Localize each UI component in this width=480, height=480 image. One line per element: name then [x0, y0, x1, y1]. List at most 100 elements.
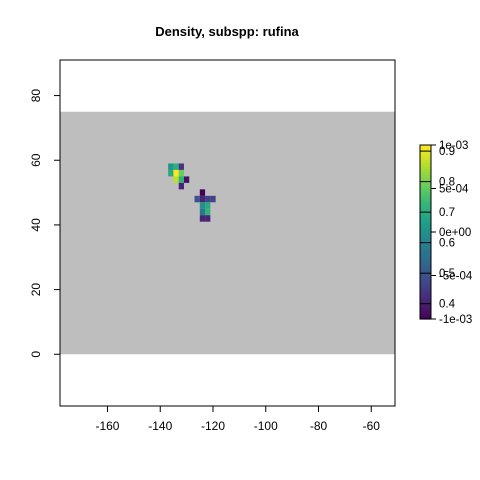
heatmap-cell — [173, 176, 179, 183]
x-tick-label: -160 — [95, 419, 119, 433]
colorbar-label: 0.5 — [439, 268, 455, 280]
colorbar-label: -5e-04 — [439, 271, 473, 283]
colorbar-segment — [420, 214, 431, 219]
colorbar-label: 0.4 — [439, 299, 456, 311]
colorbar-segment — [420, 295, 431, 300]
x-tick-label: -80 — [310, 419, 328, 433]
colorbar-segment — [420, 208, 431, 213]
colorbar-segment — [420, 278, 431, 282]
x-axis: -160 -140 -120 -100 -80 -60 — [95, 405, 381, 433]
heatmap-cell — [199, 189, 206, 196]
colorbar-segment — [420, 237, 431, 242]
colorbar-segment — [420, 171, 431, 175]
heatmap-cell — [205, 215, 211, 222]
y-tick-label: 20 — [29, 283, 43, 297]
colorbar-segment — [420, 307, 431, 311]
colorbar-segment — [420, 197, 431, 201]
colorbar-label: 0.7 — [439, 207, 455, 219]
colorbar-segment — [420, 165, 431, 169]
colorbar-segment — [420, 205, 431, 210]
x-tick-label: -120 — [201, 419, 225, 433]
heatmap-cell — [205, 195, 211, 203]
colorbar-segment — [420, 162, 431, 166]
colorbar-label: 0.8 — [439, 177, 455, 189]
colorbar-segment — [420, 185, 431, 190]
y-tick-label: 80 — [29, 89, 43, 103]
colorbar-segment — [420, 147, 431, 152]
colorbar-segment — [420, 275, 431, 279]
colorbar-segment — [420, 304, 431, 308]
colorbar-segment — [420, 272, 431, 277]
colorbar-segment — [420, 217, 431, 221]
colorbar-segment — [420, 287, 431, 291]
colorbar-segment — [420, 298, 431, 303]
gray-land-region — [60, 111, 395, 355]
heatmap-cell — [199, 215, 206, 222]
colorbar-segment — [420, 255, 431, 259]
heatmap-cell — [205, 208, 211, 216]
colorbar-segment — [420, 191, 431, 195]
x-tick-label: -140 — [148, 419, 172, 433]
x-tick-label: -100 — [254, 419, 278, 433]
heatmap-cell — [178, 182, 184, 190]
heatmap-cell — [210, 195, 216, 203]
heatmap-cell — [183, 176, 190, 183]
chart-title: Density, subspp: rufina — [155, 24, 299, 39]
colorbar-segment — [420, 232, 431, 236]
colorbar-segment — [420, 182, 431, 187]
colorbar-segment — [420, 176, 431, 181]
colorbar-segment — [420, 150, 431, 155]
colorbar-segment — [420, 220, 431, 224]
colorbar-segment — [420, 226, 431, 230]
colorbar-segment — [420, 246, 431, 250]
colorbar-segment — [420, 174, 431, 178]
colorbar-label: 0.9 — [439, 146, 455, 158]
heatmap-cell — [205, 202, 211, 209]
heatmap-cell — [199, 202, 206, 209]
colorbar-segment — [420, 258, 431, 262]
colorbar-segment — [420, 229, 431, 233]
colorbar-segment — [420, 249, 431, 253]
colorbar-legend: 1e-03 5e-04 0e+00 -5e-04 -1e-03 0.9 0.8 0.7 0.6 0… — [419, 140, 473, 326]
colorbar-segment — [420, 223, 431, 227]
colorbar-segment — [420, 203, 431, 207]
colorbar-segment — [420, 200, 431, 204]
y-tick-label: 60 — [29, 153, 43, 167]
colorbar-segment — [420, 168, 431, 172]
y-axis: 0 20 40 60 80 — [29, 89, 61, 358]
colorbar-label: 5e-04 — [439, 184, 469, 196]
colorbar-segment — [420, 263, 431, 268]
colorbar-segment — [420, 281, 431, 285]
colorbar-segment — [420, 211, 431, 216]
colorbar-label: 0.6 — [439, 238, 455, 250]
colorbar-segment — [420, 153, 431, 158]
colorbar-segment — [420, 313, 431, 317]
y-tick-label: 0 — [29, 351, 43, 358]
colorbar-segment — [420, 243, 431, 248]
colorbar-segment — [420, 194, 431, 198]
colorbar-segment — [420, 316, 431, 320]
colorbar-segment — [420, 156, 431, 161]
heatmap-cell — [178, 163, 184, 170]
colorbar-segment — [420, 290, 431, 294]
colorbar-segment — [420, 188, 431, 192]
heatmap-cell — [168, 163, 174, 170]
colorbar-segment — [420, 269, 431, 274]
colorbar-segment — [420, 292, 431, 297]
colorbar-segment — [420, 266, 431, 271]
colorbar-label: 1e-03 — [439, 140, 468, 152]
colorbar-segment — [420, 145, 431, 149]
heatmap-cell — [194, 195, 200, 203]
y-tick-label: 40 — [29, 218, 43, 232]
colorbar-label: 0e+00 — [439, 227, 471, 239]
heatmap-cell — [173, 169, 179, 177]
heatmap-cells — [168, 163, 216, 222]
colorbar-segment — [420, 261, 431, 265]
heatmap-cell — [178, 169, 184, 177]
colorbar-segment — [420, 310, 431, 314]
x-tick-label: -60 — [363, 419, 381, 433]
heatmap-cell — [173, 163, 179, 170]
colorbar-segment — [420, 284, 431, 288]
heatmap-cell — [199, 208, 206, 216]
